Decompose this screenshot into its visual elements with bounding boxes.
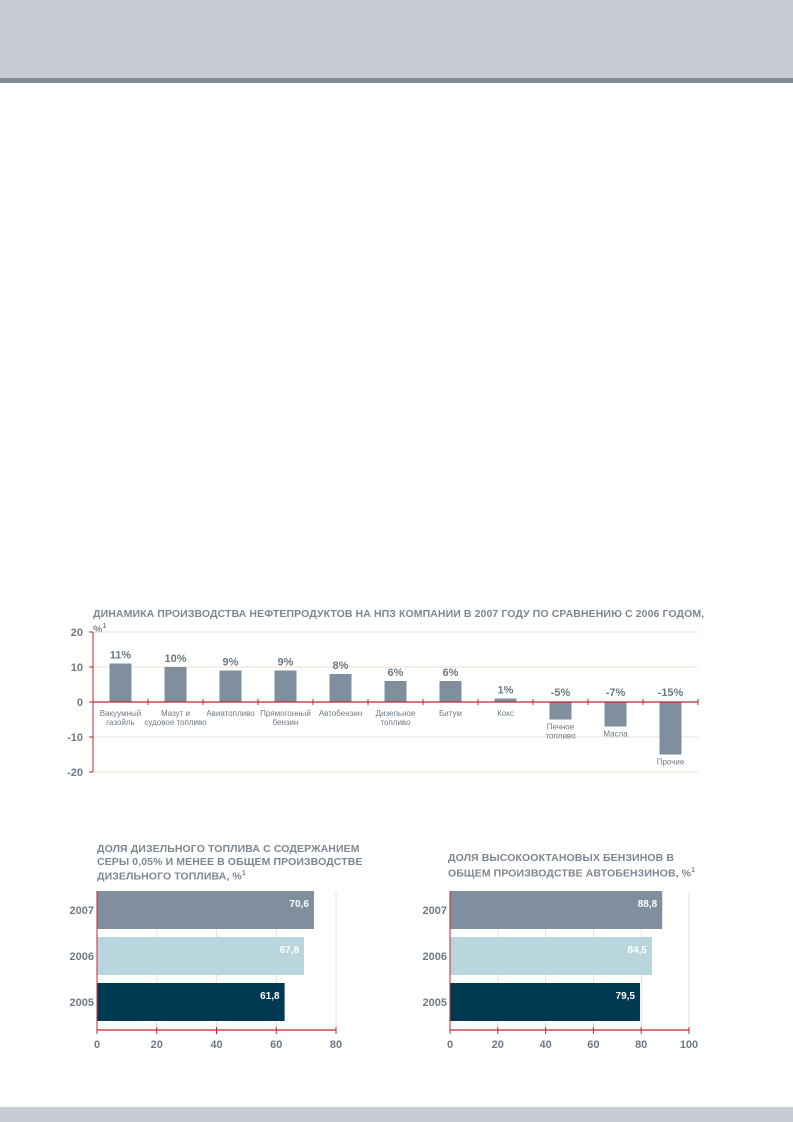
- gasoline-category-label: 2005: [423, 997, 447, 1009]
- diesel-x-tick-label: 0: [94, 1039, 100, 1051]
- gasoline-data-label: 88,8: [638, 899, 658, 910]
- gasoline-bar: [450, 983, 641, 1021]
- category-label: Прямогонный бензин: [260, 709, 311, 727]
- data-label: 1%: [498, 685, 514, 697]
- gasoline-x-tick-label: 100: [680, 1039, 698, 1051]
- category-label: Вакуумный газойль: [100, 709, 141, 727]
- gasoline-category-label: 2006: [423, 951, 447, 963]
- bar: [384, 681, 407, 702]
- y-tick-label: 20: [71, 627, 83, 639]
- bar: [164, 667, 187, 702]
- bar: [109, 663, 132, 702]
- data-label: 9%: [278, 657, 294, 669]
- diesel-chart-title: ДОЛЯ ДИЗЕЛЬНОГО ТОПЛИВА С СОДЕРЖАНИЕМ СЕ…: [97, 843, 363, 883]
- diesel-bar: [97, 937, 305, 975]
- data-label: 10%: [164, 653, 186, 665]
- diesel-bar: [97, 983, 285, 1021]
- gasoline-bar: [450, 891, 663, 929]
- diesel-x-tick-label: 60: [270, 1039, 282, 1051]
- y-tick-label: -20: [67, 767, 83, 779]
- data-label: 9%: [223, 657, 239, 669]
- category-label: Автобензин: [319, 709, 362, 718]
- data-label: -5%: [551, 687, 571, 699]
- diesel-data-label: 67,8: [280, 945, 300, 956]
- bar: [549, 702, 572, 720]
- data-label: 6%: [388, 667, 404, 679]
- data-label: 11%: [110, 650, 132, 662]
- gasoline-data-label: 84,5: [627, 945, 647, 956]
- gasoline-chart-title: ДОЛЯ ВЫСОКООКТАНОВЫХ БЕНЗИНОВ В ОБЩЕМ ПР…: [448, 852, 696, 879]
- diesel-data-label: 70,6: [289, 899, 309, 910]
- diesel-category-label: 2006: [70, 951, 94, 963]
- diesel-bar: [97, 891, 314, 929]
- gasoline-x-tick-label: 40: [539, 1039, 551, 1051]
- gasoline-category-label: 2007: [423, 905, 447, 917]
- gasoline-x-tick-label: 0: [447, 1039, 453, 1051]
- gasoline-data-label: 79,5: [616, 991, 636, 1002]
- gasoline-x-tick-label: 60: [587, 1039, 599, 1051]
- category-label: Кокс: [497, 709, 514, 718]
- diesel-category-label: 2005: [70, 997, 94, 1009]
- data-label: 6%: [443, 667, 459, 679]
- y-tick-label: 10: [71, 662, 83, 674]
- bar: [274, 670, 297, 702]
- diesel-x-tick-label: 80: [330, 1039, 342, 1051]
- diesel-x-tick-label: 40: [210, 1039, 222, 1051]
- category-label: Масла: [603, 730, 628, 739]
- page-footer-band: [0, 1107, 793, 1122]
- production-chart-title: ДИНАМИКА ПРОИЗВОДСТВА НЕФТЕПРОДУКТОВ НА …: [93, 608, 705, 635]
- bar: [219, 670, 242, 702]
- bar: [494, 698, 517, 702]
- bar: [439, 681, 462, 702]
- diesel-data-label: 61,8: [260, 991, 280, 1002]
- gasoline-x-tick-label: 20: [492, 1039, 504, 1051]
- bar: [659, 702, 682, 755]
- data-label: -7%: [606, 687, 626, 699]
- diesel-x-tick-label: 20: [151, 1039, 163, 1051]
- y-tick-label: -10: [67, 732, 83, 744]
- bar: [329, 674, 352, 702]
- data-label: -15%: [658, 687, 684, 699]
- bar: [604, 702, 627, 727]
- category-label: Битум: [439, 709, 462, 718]
- data-label: 8%: [333, 660, 349, 672]
- diesel-category-label: 2007: [70, 905, 94, 917]
- gasoline-bar: [450, 937, 652, 975]
- category-label: Дизельное топливо: [376, 709, 416, 727]
- page-header-band: [0, 0, 793, 78]
- category-label: Печное топливо: [545, 723, 576, 741]
- category-label: Мазут и судовое топливо: [144, 709, 207, 727]
- y-tick-label: 0: [77, 697, 83, 709]
- gasoline-x-tick-label: 80: [635, 1039, 647, 1051]
- category-label: Прочие: [657, 758, 685, 767]
- category-label: Авиатопливо: [206, 709, 255, 718]
- page-header-rule: [0, 78, 793, 83]
